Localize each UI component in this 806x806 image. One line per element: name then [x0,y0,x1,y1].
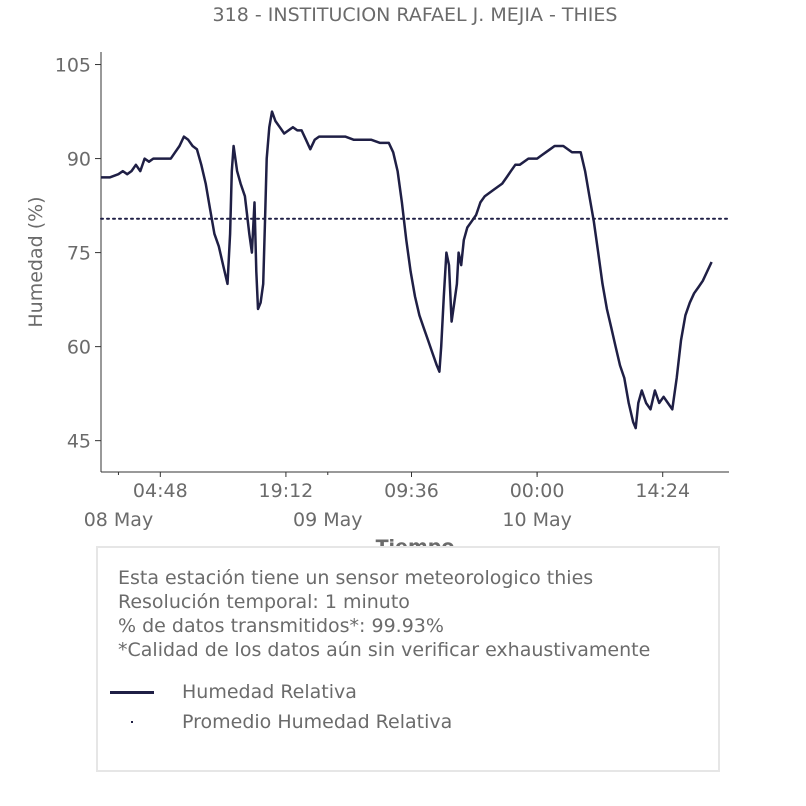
legend-line-swatch [110,690,154,694]
info-lines: Esta estación tiene un sensor meteorolog… [118,566,650,662]
x-date-label: 10 May [502,509,572,531]
y-ticks: 105 90 75 60 45 [55,55,101,453]
x-date-label: 08 May [84,509,154,531]
humidity-series-line [101,110,713,430]
x-tick-label: 00:00 [510,480,565,502]
info-box: Esta estación tiene un sensor meteorolog… [96,546,720,772]
y-axis-label: Humedad (%) [25,196,47,327]
series-group [100,110,730,430]
info-line-quality: *Calidad de los datos aún sin verificar … [118,639,651,661]
y-tick-label: 75 [67,243,91,265]
y-tick-label: 45 [67,431,91,453]
x-date-label: 09 May [293,509,363,531]
axes [100,52,729,473]
x-ticks: 04:48 19:12 09:36 00:00 14:24 08 May 09 May 10 … [84,472,690,531]
legend-label-humidity: Humedad Relativa [182,681,357,703]
y-tick-label: 60 [67,337,91,359]
legend-label-mean: Promedio Humedad Relativa [182,711,453,733]
legend-item-mean: Promedio Humedad Relativa [110,711,452,733]
x-tick-label: 14:24 [635,480,690,502]
x-tick-label: 19:12 [259,480,314,502]
legend-dot-swatch [110,721,154,723]
x-tick-label: 09:36 [384,480,439,502]
y-tick-label: 90 [67,149,91,171]
x-tick-label: 04:48 [133,480,188,502]
info-line-sensor: Esta estación tiene un sensor meteorolog… [118,567,594,589]
y-tick-label: 105 [55,55,91,77]
legend-item-humidity: Humedad Relativa [110,681,357,703]
info-line-resolution: Resolución temporal: 1 minuto [118,591,410,613]
info-line-transmitted: % de datos transmitidos*: 99.93% [118,615,444,637]
chart-title: 318 - INSTITUCION RAFAEL J. MEJIA - THIE… [213,4,618,26]
